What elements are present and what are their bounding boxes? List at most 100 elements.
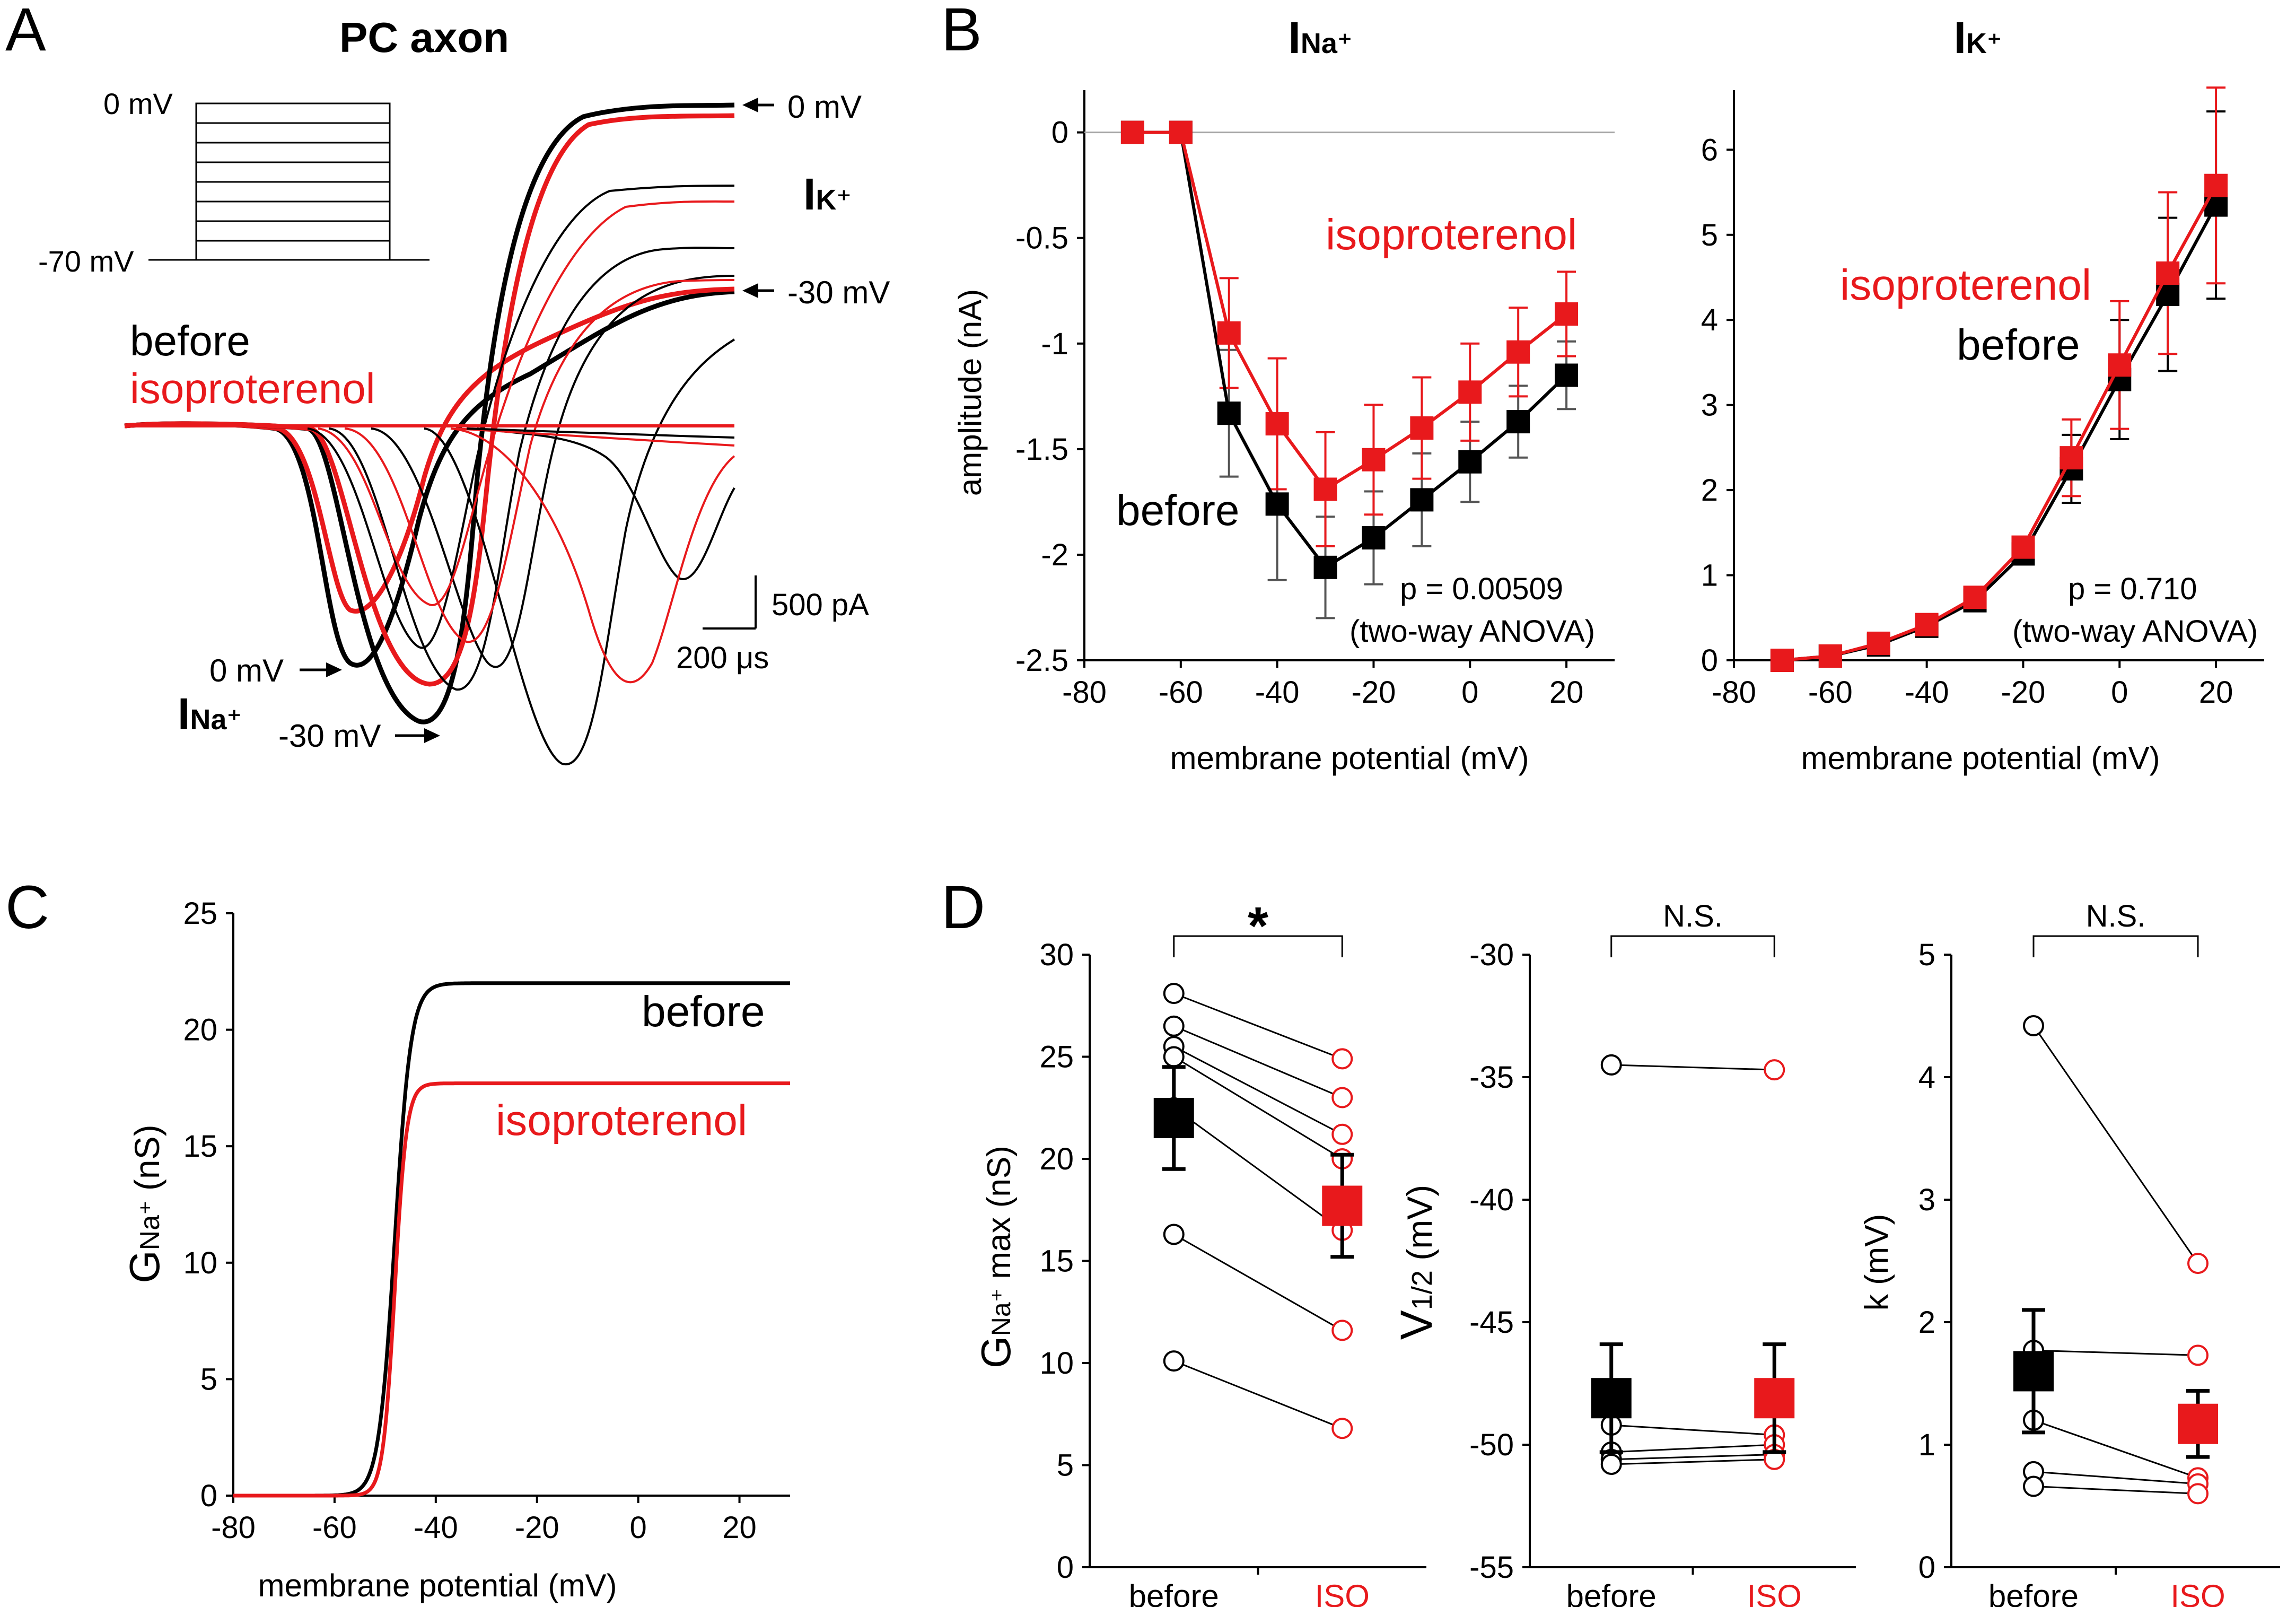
x-tick-label: -40 xyxy=(414,1510,458,1545)
series-line-before xyxy=(1132,130,1568,570)
stat-test: (two-way ANOVA) xyxy=(1349,614,1595,649)
y-axis-label-sub: Na⁺ xyxy=(986,1288,1016,1336)
y-tick-label: -0.5 xyxy=(1015,221,1068,256)
y-tick-label: 25 xyxy=(183,896,217,931)
ik-label: IK⁺ xyxy=(803,169,852,219)
cell-iso xyxy=(2187,1344,2209,1366)
data-point-before xyxy=(1410,488,1434,512)
scale-bar-amp: 500 pA xyxy=(772,588,869,622)
cell-iso xyxy=(1331,1123,1353,1145)
chart-d-gmax: 0 5 10 15 20 25 30 before ISO * GNa⁺ max (nS) xyxy=(972,896,1426,1607)
svg-text:0 mV: 0 mV xyxy=(209,653,284,688)
cell-before xyxy=(2023,1475,2044,1497)
x-axis-label: membrane potential (mV) xyxy=(1170,740,1529,776)
significance-bracket xyxy=(2032,935,2199,957)
y-tick-label: -35 xyxy=(1469,1060,1514,1095)
cell-iso xyxy=(2187,1483,2209,1505)
x-tick-label: -80 xyxy=(211,1510,256,1545)
x-tick-label: -60 xyxy=(312,1510,357,1545)
mean-marker-before xyxy=(1591,1378,1632,1419)
data-point-isoproterenol xyxy=(2108,353,2132,377)
gv-curve-before xyxy=(233,981,790,1498)
p-value: p = 0.710 xyxy=(2068,572,2197,606)
y-tick-label: 5 xyxy=(1918,938,1935,972)
y-axis-label-sub: Na⁺ xyxy=(135,1200,165,1250)
y-axis-label: GNa⁺ max (nS) xyxy=(972,1146,1019,1368)
y-tick-label: 25 xyxy=(1039,1040,1074,1075)
y-tick-label: -45 xyxy=(1469,1305,1514,1340)
cell-before xyxy=(1163,1046,1185,1068)
cell-iso xyxy=(1331,1048,1353,1070)
pair-line xyxy=(1611,1064,1775,1071)
data-point-before xyxy=(1265,492,1289,516)
series-label-before: before xyxy=(1957,321,2080,369)
pair-line xyxy=(1611,1458,1775,1465)
x-tick-label: 20 xyxy=(2199,675,2233,710)
pair-line xyxy=(1173,1045,1343,1136)
significance-bracket xyxy=(1610,935,1775,957)
x-tick-label: -20 xyxy=(515,1510,559,1545)
panel-d-letter: D xyxy=(941,874,985,941)
significance-label: N.S. xyxy=(2086,899,2146,933)
y-axis-label: k (mV) xyxy=(1859,1214,1895,1311)
x-tick-label: 0 xyxy=(1461,675,1478,710)
mean-marker-before xyxy=(2013,1351,2054,1392)
chart-title-sub: Na⁺ xyxy=(1301,28,1353,59)
cell-before xyxy=(1600,1453,1622,1475)
x-tick-label: 0 xyxy=(2111,675,2128,710)
cell-before xyxy=(1163,1350,1185,1372)
arrow-k-30mV: -30 mV xyxy=(742,275,890,310)
svg-text:0 mV: 0 mV xyxy=(787,89,862,125)
y-tick-label: 15 xyxy=(183,1129,217,1164)
data-point-isoproterenol xyxy=(1506,340,1530,364)
chart-b-ina: -80 -60 -40 -20 0 20 0 -0.5 -1 -1.5 -2 -2.5 INa⁺ memb… xyxy=(952,13,1615,776)
legend-before: before xyxy=(130,317,250,364)
y-tick-label: 20 xyxy=(1039,1142,1074,1176)
chart-d-k: 0 1 2 3 4 5 before ISO N.S. k (mV) xyxy=(1859,899,2280,1607)
y-tick-label: 3 xyxy=(1918,1183,1935,1217)
x-tick-label: -60 xyxy=(1159,675,1203,710)
svg-text:-30 mV: -30 mV xyxy=(278,718,381,754)
arrow-na-0mV: 0 mV xyxy=(209,653,342,688)
y-tick-label: 0 xyxy=(1701,643,1718,678)
data-point-isoproterenol xyxy=(1217,321,1241,345)
data-point-isoproterenol xyxy=(1770,649,1794,672)
scale-bar: 500 pA 200 μs xyxy=(676,575,869,675)
panel-b: B xyxy=(941,0,982,64)
cell-iso xyxy=(1764,1059,1785,1081)
pair-line xyxy=(2033,1349,2198,1356)
cell-iso xyxy=(2187,1253,2209,1274)
trace-black-thin-1 xyxy=(307,185,735,649)
significance-label: * xyxy=(1248,896,1268,956)
data-point-isoproterenol xyxy=(2156,261,2180,285)
x-tick-label: -60 xyxy=(1808,675,1853,710)
x-axis-label: membrane potential (mV) xyxy=(258,1568,617,1603)
pair-line xyxy=(1173,992,1343,1060)
chart-title: IK⁺ xyxy=(1954,13,2002,63)
gv-curve-isoproterenol xyxy=(233,1081,790,1498)
x-tick-label: 20 xyxy=(722,1510,757,1545)
y-tick-label: 4 xyxy=(1701,303,1718,337)
pair-line xyxy=(1611,1424,1775,1436)
panel-a-letter: A xyxy=(5,0,46,64)
category-label-before: before xyxy=(1988,1578,2079,1607)
trace-red-thin-3 xyxy=(450,427,735,684)
chart-b-ik: -80 -60 -40 -20 0 20 0 1 2 3 4 5 6 IK⁺ membrane potent… xyxy=(1701,13,2264,776)
data-point-before xyxy=(1555,363,1579,387)
arrow-na-30mV: -30 mV xyxy=(278,718,440,754)
pair-line xyxy=(1611,1453,1775,1461)
y-tick-label: 5 xyxy=(1701,218,1718,252)
trace-black-thin-4 xyxy=(424,338,735,766)
y-tick-label: 0 xyxy=(200,1479,217,1513)
trace-red-thin-1 xyxy=(318,200,735,606)
trace-black-thin-2 xyxy=(328,247,735,691)
category-label-iso: ISO xyxy=(1315,1578,1370,1607)
series-label-before: before xyxy=(1116,486,1240,535)
y-axis-label-main: V xyxy=(1391,1310,1441,1340)
pair-line xyxy=(2033,1471,2198,1485)
y-tick-label: 5 xyxy=(1057,1448,1074,1483)
pair-line xyxy=(1173,1360,1343,1429)
panel-c: C xyxy=(5,874,49,941)
y-tick-label: -2 xyxy=(1041,538,1068,572)
y-axis-label-unit: (mV) xyxy=(1400,1185,1439,1270)
